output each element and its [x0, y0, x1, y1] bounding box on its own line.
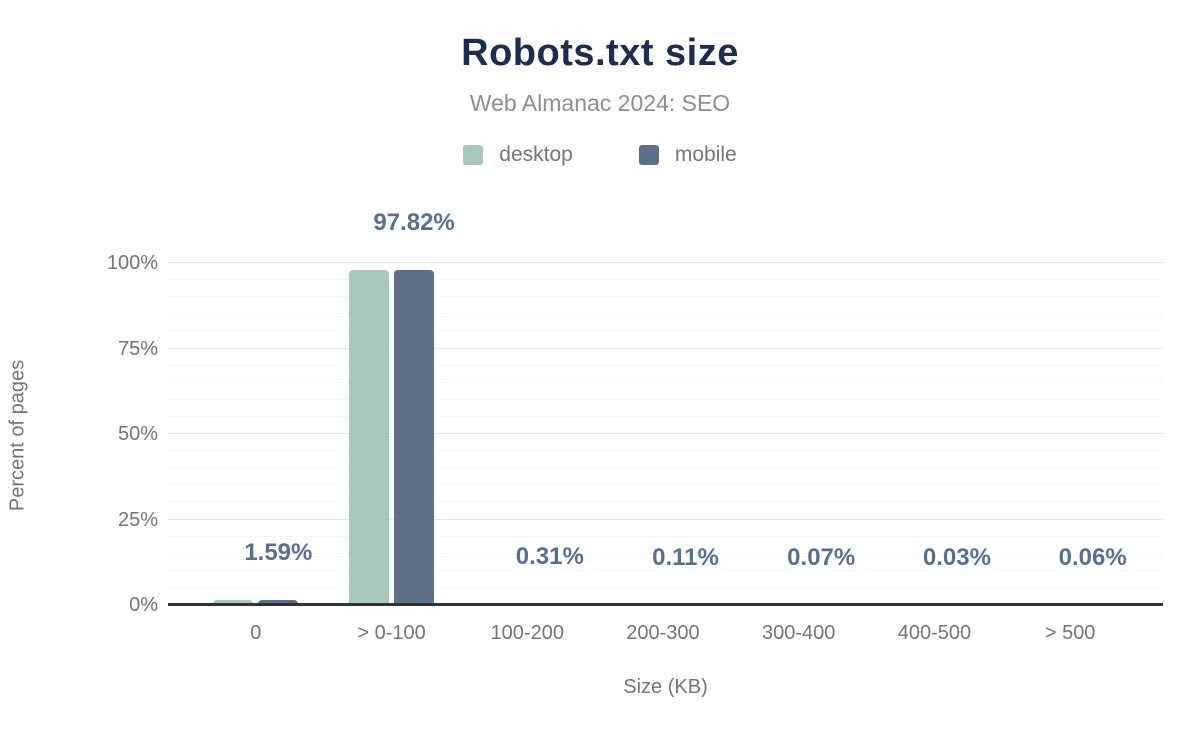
data-label: 0.11%: [652, 543, 719, 571]
gridline-minor: [168, 569, 1163, 571]
y-tick-label: 75%: [117, 337, 158, 360]
bar-mobile-0[interactable]: [258, 599, 299, 605]
bar-mobile-1[interactable]: [394, 270, 435, 605]
x-category-label: 300-400: [761, 622, 836, 644]
gridline-minor: [168, 330, 1163, 332]
y-tick-label: 25%: [117, 508, 158, 531]
data-label: 0.31%: [515, 542, 584, 570]
y-tick-label: 50%: [117, 423, 158, 445]
gridline-minor: [168, 450, 1163, 452]
gridline-minor: [168, 535, 1163, 537]
bar-desktop-1[interactable]: [349, 270, 390, 605]
gridline-minor: [168, 398, 1163, 400]
gridline-major: [168, 347, 1163, 349]
x-category-label: 100-200: [490, 622, 564, 644]
legend-label: mobile: [674, 143, 737, 166]
data-label: 0.03%: [922, 543, 991, 571]
chart-subtitle: Web Almanac 2024: SEO: [469, 90, 731, 116]
bar-desktop-0[interactable]: [213, 599, 254, 605]
legend: desktop mobile: [0, 142, 1200, 168]
y-axis-tick-labels: 0% 25% 50% 75% 100%: [60, 252, 158, 616]
legend-swatch-desktop: [463, 145, 484, 165]
gridline-minor: [168, 552, 1163, 554]
gridline-minor: [168, 586, 1163, 588]
data-label: 0.07%: [787, 543, 856, 571]
chart-title: Robots.txt size: [461, 32, 739, 74]
gridline-minor: [168, 415, 1163, 417]
data-label: 97.82%: [373, 209, 455, 237]
legend-item-mobile[interactable]: mobile: [638, 143, 737, 167]
gridline-major: [168, 433, 1163, 434]
y-tick-label: 0%: [129, 594, 158, 616]
x-category-label: > 0-100: [357, 622, 426, 644]
gridline-minor: [168, 381, 1163, 383]
x-category-label: 200-300: [626, 622, 700, 644]
gridline-minor: [168, 364, 1163, 366]
legend-swatch-mobile: [638, 145, 659, 165]
gridline-minor: [168, 296, 1163, 298]
data-label: 1.59%: [244, 538, 313, 566]
gridline-major: [168, 518, 1163, 520]
x-axis-title: Size (KB): [623, 676, 708, 698]
x-category-label: 0: [250, 622, 262, 644]
legend-item-desktop[interactable]: desktop: [463, 143, 573, 167]
y-tick-label: 100%: [106, 252, 158, 274]
x-category-label: 400-500: [897, 622, 972, 644]
gridline-minor: [168, 484, 1163, 486]
plot-area: 1.59% 0 97.82% > 0-100 0.31% 100-200 0.11% 200-…: [168, 210, 1163, 644]
gridline-minor: [168, 467, 1163, 469]
legend-label: desktop: [499, 143, 573, 166]
data-label: 0.06%: [1058, 543, 1127, 571]
gridline-minor: [168, 501, 1163, 503]
x-axis-line: [168, 603, 1163, 606]
gridline-minor: [168, 313, 1163, 315]
gridline-major: [168, 262, 1163, 263]
y-axis-title: Percent of pages: [6, 359, 29, 512]
x-category-label: > 500: [1044, 622, 1096, 644]
gridline-minor: [168, 279, 1163, 281]
